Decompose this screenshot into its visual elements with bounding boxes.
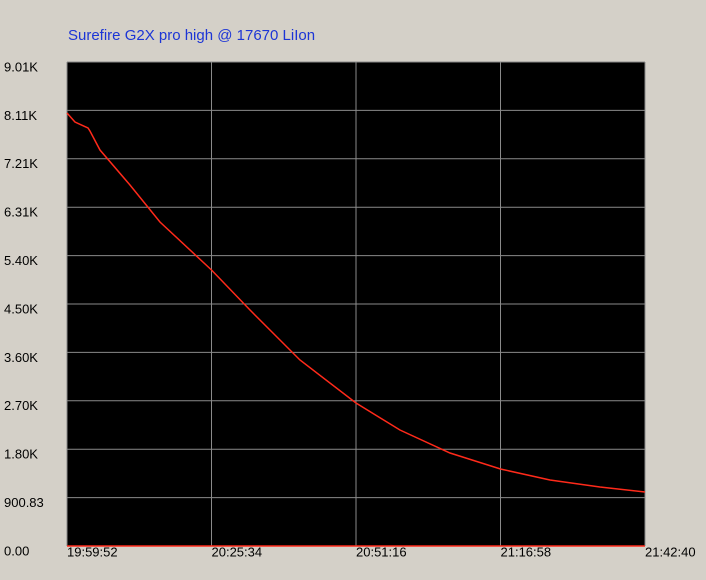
x-tick-label: 20:51:16 <box>356 544 407 559</box>
y-tick-label: 7.21K <box>4 156 38 171</box>
y-tick-label: 3.60K <box>4 350 38 365</box>
y-tick-label: 6.31K <box>4 205 38 220</box>
y-tick-label: 9.01K <box>4 59 38 74</box>
x-tick-label: 20:25:34 <box>212 544 263 559</box>
x-tick-label: 21:16:58 <box>501 544 552 559</box>
y-tick-label: 900.83 <box>4 495 44 510</box>
chart-title: Surefire G2X pro high @ 17670 LiIon <box>68 27 315 44</box>
y-tick-label: 0.00 <box>4 543 29 558</box>
y-tick-label: 8.11K <box>4 108 37 123</box>
y-tick-label: 2.70K <box>4 398 38 413</box>
y-tick-label: 5.40K <box>4 253 38 268</box>
x-tick-label: 21:42:40 <box>645 544 696 559</box>
data-line <box>66 112 646 493</box>
y-tick-label: 1.80K <box>4 447 38 462</box>
x-tick-label: 19:59:52 <box>67 544 118 559</box>
y-tick-label: 4.50K <box>4 301 38 316</box>
